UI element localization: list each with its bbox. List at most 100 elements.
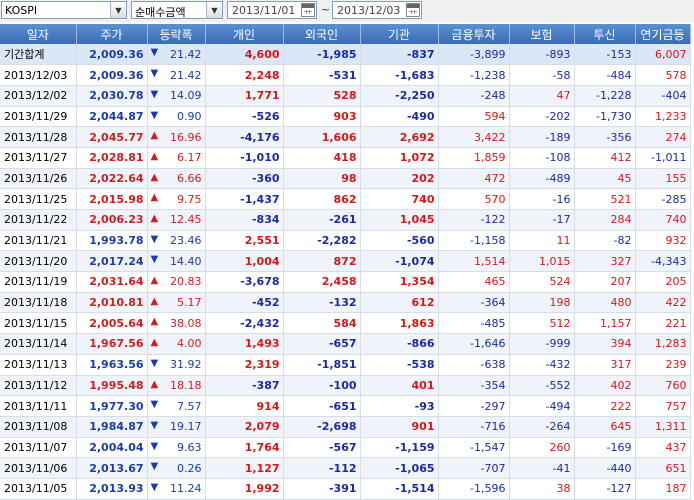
- individual-cell: -526: [205, 106, 284, 128]
- metric-select[interactable]: 순매수금액 ▼: [131, 1, 223, 19]
- toolbar: KOSPI ▼ 순매수금액 ▼ 2013/11/01 ~ 2013/12/03: [0, 0, 694, 22]
- pension-fund-cell: 1,283: [635, 333, 691, 355]
- end-date-value: 2013/12/03: [337, 4, 401, 17]
- arrow-up-icon: ▲: [150, 378, 159, 390]
- change-cell: ▲ 6.17: [147, 147, 206, 169]
- pension-fund-cell: -1,011: [635, 147, 691, 169]
- table-row[interactable]: 2013/11/26 2,022.64 ▲ 6.66 -360 98 202 472 -489 4…: [0, 168, 691, 190]
- institution-cell: 401: [360, 375, 439, 397]
- table-row[interactable]: 2013/12/03 2,009.36 ▼ 21.42 2,248 -531 -1,683-…: [0, 64, 691, 86]
- column-header[interactable]: 일자: [0, 24, 77, 44]
- table-row[interactable]: 2013/11/15 2,005.64 ▲ 38.08 -2,432 584 1,863 -4…: [0, 312, 691, 335]
- individual-cell: 2,319: [205, 354, 284, 376]
- table-row[interactable]: 2013/11/05 2,013.93 ▼ 11.24 1,992 -391 -1,514-…: [0, 478, 691, 500]
- insurance-cell: 47: [509, 85, 575, 107]
- column-header[interactable]: 투신: [574, 24, 636, 44]
- arrow-down-icon: ▼: [150, 461, 159, 473]
- table-row[interactable]: 2013/11/21 1,993.78 ▼ 23.46 2,551 -2,282 -560-…: [0, 230, 691, 252]
- price-cell: 2,004.04: [76, 437, 148, 459]
- financial-investment-cell: -1,158: [438, 230, 510, 252]
- investor-trading-table: 일자 주가 등락폭 개인 외국인 기관 금융투자 보험 투신 연기금등 기간합계 2,009.36 ▼…: [0, 24, 691, 500]
- individual-cell: 2,248: [205, 64, 284, 86]
- change-cell: ▲ 9.75: [147, 188, 206, 210]
- institution-cell: 1,354: [360, 271, 439, 293]
- table-row[interactable]: 2013/11/29 2,044.87 ▼ 0.90 -526 903 -490 594 -20…: [0, 106, 691, 128]
- table-row[interactable]: 2013/11/28 2,045.77 ▲ 16.96 -4,176 1,606 2,692…: [0, 126, 691, 148]
- column-header[interactable]: 주가: [76, 24, 148, 44]
- change-cell: ▲ 20.83: [147, 271, 206, 293]
- start-date-field[interactable]: 2013/11/01: [227, 1, 317, 19]
- investment-trust-cell: -484: [574, 64, 636, 86]
- total-row[interactable]: 기간합계 2,009.36 ▼ 21.42 4,600 -1,985 -837 -3,899-…: [0, 44, 691, 66]
- market-select[interactable]: KOSPI ▼: [1, 1, 127, 19]
- institution-cell: 612: [360, 292, 439, 314]
- institution-cell: 1,045: [360, 209, 439, 231]
- price-cell: 2,017.24: [76, 250, 148, 273]
- column-header[interactable]: 금융투자: [438, 24, 510, 44]
- table-row[interactable]: 2013/11/25 2,015.98 ▲ 9.75 -1,437 862 740 570 -1…: [0, 188, 691, 210]
- table-row[interactable]: 2013/11/12 1,995.48 ▲ 18.18 -387 -100 401 -354-…: [0, 375, 691, 397]
- calendar-icon[interactable]: [301, 3, 315, 17]
- calendar-icon[interactable]: [406, 3, 420, 17]
- table-row[interactable]: 2013/11/06 2,013.67 ▼ 0.26 1,127 -112 -1,065 -7…: [0, 457, 691, 479]
- financial-investment-cell: -1,596: [438, 478, 510, 500]
- table-row[interactable]: 2013/11/20 2,017.24 ▼ 14.40 1,004 872 -1,074 1,…: [0, 250, 691, 273]
- table-row[interactable]: 2013/11/07 2,004.04 ▼ 9.63 1,764 -567 -1,159 -1…: [0, 437, 691, 459]
- pension-fund-cell: 6,007: [635, 44, 691, 66]
- insurance-cell: 198: [509, 292, 575, 314]
- foreign-cell: -651: [283, 395, 361, 417]
- chevron-down-icon[interactable]: ▼: [206, 2, 222, 18]
- column-header[interactable]: 연기금등: [635, 24, 691, 44]
- column-header[interactable]: 등락폭: [147, 24, 206, 44]
- arrow-down-icon: ▼: [150, 399, 159, 411]
- pension-fund-cell: 760: [635, 375, 691, 397]
- date-cell: 2013/11/13: [0, 354, 77, 376]
- table-row[interactable]: 2013/11/08 1,984.87 ▼ 19.17 2,079 -2,698 901 -7…: [0, 416, 691, 438]
- date-cell: 2013/11/12: [0, 375, 77, 397]
- insurance-cell: -108: [509, 147, 575, 169]
- column-header[interactable]: 개인: [205, 24, 284, 44]
- arrow-down-icon: ▼: [150, 68, 159, 80]
- change-cell: ▼ 21.42: [147, 64, 206, 86]
- table-row[interactable]: 2013/11/13 1,963.56 ▼ 31.92 2,319 -1,851 -538-…: [0, 354, 691, 376]
- foreign-cell: -2,698: [283, 416, 361, 438]
- table-row[interactable]: 2013/11/27 2,028.81 ▲ 6.17 -1,010 418 1,072 1,8…: [0, 147, 691, 169]
- foreign-cell: -2,282: [283, 230, 361, 252]
- institution-cell: -1,065: [360, 457, 439, 479]
- individual-cell: 2,079: [205, 416, 284, 438]
- change-cell: ▼ 14.09: [147, 85, 206, 107]
- insurance-cell: -432: [509, 354, 575, 376]
- price-cell: 2,045.77: [76, 126, 148, 148]
- individual-cell: -452: [205, 292, 284, 314]
- price-cell: 1,963.56: [76, 354, 148, 376]
- investment-trust-cell: 1,157: [574, 312, 636, 335]
- investment-trust-cell: 480: [574, 292, 636, 314]
- table-row[interactable]: 2013/11/14 1,967.56 ▲ 4.00 1,493 -657 -866 -1,6…: [0, 333, 691, 355]
- table-row[interactable]: 2013/11/22 2,006.23 ▲ 12.45 -834 -261 1,045 -12…: [0, 209, 691, 231]
- change-cell: ▼ 14.40: [147, 250, 206, 273]
- column-header[interactable]: 기관: [360, 24, 439, 44]
- arrow-down-icon: ▼: [150, 419, 159, 431]
- pension-fund-cell: 155: [635, 168, 691, 190]
- end-date-field[interactable]: 2013/12/03: [332, 1, 422, 19]
- individual-cell: 1,764: [205, 437, 284, 459]
- chevron-down-icon[interactable]: ▼: [110, 2, 126, 18]
- financial-investment-cell: -1,238: [438, 64, 510, 86]
- pension-fund-cell: 740: [635, 209, 691, 231]
- column-header[interactable]: 보험: [509, 24, 575, 44]
- individual-cell: 1,127: [205, 457, 284, 479]
- date-cell: 2013/11/25: [0, 188, 77, 210]
- foreign-cell: -391: [283, 478, 361, 500]
- individual-cell: 1,004: [205, 250, 284, 273]
- column-header[interactable]: 외국인: [283, 24, 361, 44]
- table-row[interactable]: 2013/12/02 2,030.78 ▼ 14.09 1,771 528 -2,250 -2…: [0, 85, 691, 107]
- investment-trust-cell: -153: [574, 44, 636, 66]
- investment-trust-cell: -82: [574, 230, 636, 252]
- date-cell: 2013/11/14: [0, 333, 77, 355]
- table-row[interactable]: 2013/11/11 1,977.30 ▼ 7.57 914 -651 -93 -297 -49…: [0, 395, 691, 417]
- table-row[interactable]: 2013/11/18 2,010.81 ▲ 5.17 -452 -132 612 -364 19…: [0, 292, 691, 314]
- table-row[interactable]: 2013/11/19 2,031.64 ▲ 20.83 -3,678 2,458 1,354…: [0, 271, 691, 293]
- arrow-up-icon: ▲: [150, 171, 159, 183]
- insurance-cell: -16: [509, 188, 575, 210]
- individual-cell: -3,678: [205, 271, 284, 293]
